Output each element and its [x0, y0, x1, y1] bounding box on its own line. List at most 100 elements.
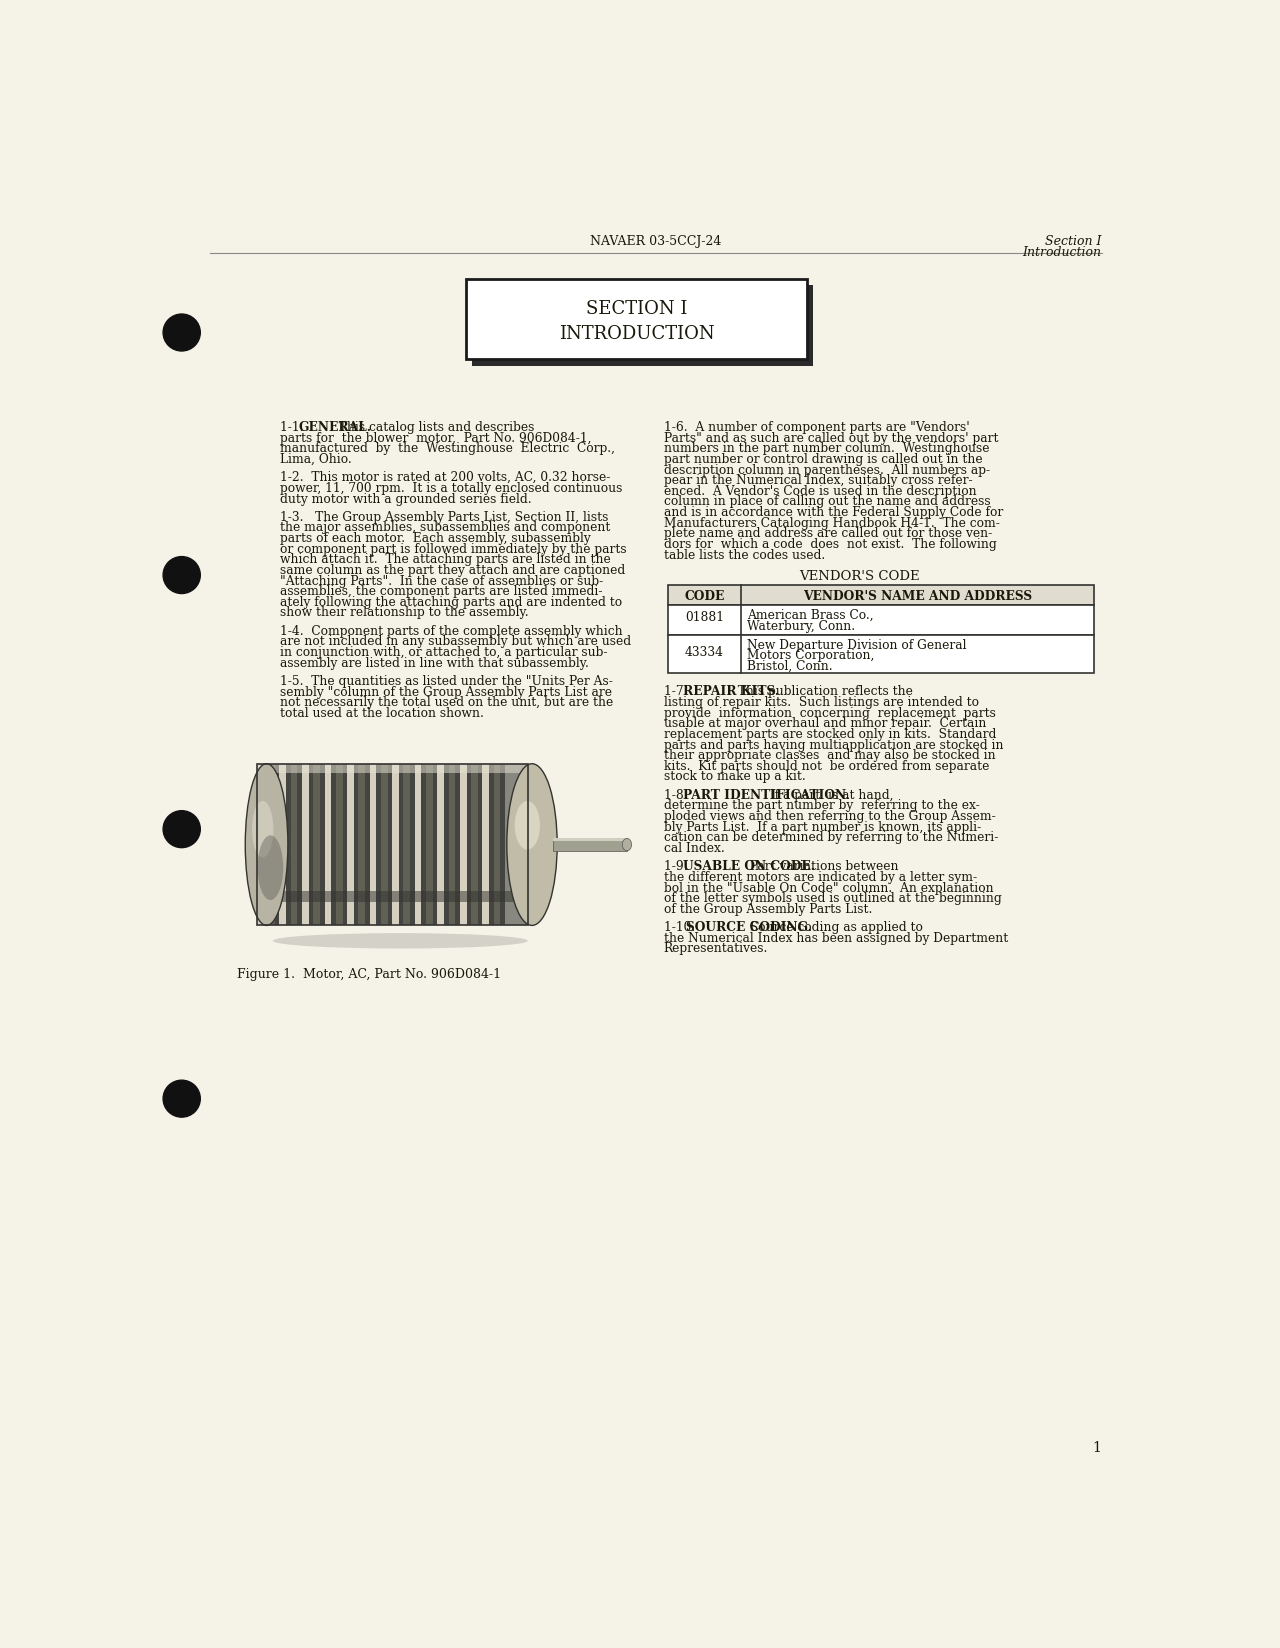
Text: 1-2.  This motor is rated at 200 volts, AC, 0.32 horse-: 1-2. This motor is rated at 200 volts, A… — [280, 471, 611, 485]
Text: stock to make up a kit.: stock to make up a kit. — [664, 771, 805, 783]
Bar — [456, 763, 460, 926]
Bar — [466, 763, 471, 926]
Text: Lima, Ohio.: Lima, Ohio. — [280, 453, 352, 466]
Text: power, 11, 700 rpm.  It is a totally enclosed continuous: power, 11, 700 rpm. It is a totally encl… — [280, 481, 622, 494]
Bar — [500, 763, 504, 926]
Text: SOURCE CODING.: SOURCE CODING. — [686, 921, 813, 934]
Ellipse shape — [273, 933, 527, 949]
Text: PART IDENTIFICATION.: PART IDENTIFICATION. — [682, 789, 849, 803]
Text: usable at major overhaul and minor repair.  Certain: usable at major overhaul and minor repai… — [664, 717, 986, 730]
Text: bly Parts List.  If a part number is known, its appli-: bly Parts List. If a part number is know… — [664, 821, 980, 834]
Bar — [477, 763, 483, 926]
Text: dors for  which a code  does  not exist.  The following: dors for which a code does not exist. Th… — [664, 537, 997, 550]
Bar — [264, 763, 268, 926]
Bar — [489, 763, 494, 926]
Bar — [421, 763, 426, 926]
Ellipse shape — [246, 763, 288, 926]
Text: SECTION I: SECTION I — [586, 300, 687, 318]
Circle shape — [163, 315, 200, 351]
Text: numbers in the part number column.  Westinghouse: numbers in the part number column. Westi… — [664, 442, 989, 455]
Text: 1-7.: 1-7. — [664, 686, 691, 699]
Bar — [343, 763, 347, 926]
Text: Waterbury, Conn.: Waterbury, Conn. — [748, 620, 855, 633]
Ellipse shape — [507, 763, 557, 926]
Bar — [358, 763, 365, 926]
Ellipse shape — [252, 801, 274, 857]
Text: 01881: 01881 — [685, 611, 724, 625]
Text: Source coding as applied to: Source coding as applied to — [741, 921, 923, 934]
Bar — [332, 763, 335, 926]
Text: If a part  is at hand,: If a part is at hand, — [762, 789, 893, 803]
Bar — [275, 763, 279, 926]
Bar — [257, 763, 529, 926]
Text: Representatives.: Representatives. — [664, 943, 768, 956]
Text: Bristol, Conn.: Bristol, Conn. — [748, 659, 833, 672]
Bar — [302, 763, 308, 926]
Bar — [268, 763, 275, 926]
Text: 1-4.  Component parts of the complete assembly which: 1-4. Component parts of the complete ass… — [280, 625, 623, 638]
Text: cation can be determined by referring to the Numeri-: cation can be determined by referring to… — [664, 831, 998, 844]
Bar — [297, 763, 302, 926]
Text: replacement parts are stocked only in kits.  Standard: replacement parts are stocked only in ki… — [664, 728, 996, 742]
Text: CODE: CODE — [685, 590, 724, 603]
Bar — [668, 634, 1094, 672]
Text: sembly "column of the Group Assembly Parts List are: sembly "column of the Group Assembly Par… — [280, 686, 612, 699]
Text: pear in the Numerical Index, suitably cross refer-: pear in the Numerical Index, suitably cr… — [664, 475, 973, 488]
Text: determine the part number by  referring to the ex-: determine the part number by referring t… — [664, 799, 979, 812]
Text: NAVAER 03-5CCJ-24: NAVAER 03-5CCJ-24 — [590, 234, 722, 247]
Text: Section I: Section I — [1046, 234, 1102, 247]
Text: "Attaching Parts".  In the case of assemblies or sub-: "Attaching Parts". In the case of assemb… — [280, 575, 603, 588]
Bar — [279, 763, 287, 926]
Text: Manufacturers Cataloging Handbook H4-1.  The com-: Manufacturers Cataloging Handbook H4-1. … — [664, 517, 1000, 529]
Text: INTRODUCTION: INTRODUCTION — [559, 325, 714, 343]
Text: assembly are listed in line with that subassembly.: assembly are listed in line with that su… — [280, 656, 589, 669]
Text: REPAIR KITS.: REPAIR KITS. — [682, 686, 778, 699]
Text: ately following the attaching parts and are indented to: ately following the attaching parts and … — [280, 597, 622, 608]
Bar — [438, 763, 444, 926]
Text: Parts" and as such are called out by the vendors' part: Parts" and as such are called out by the… — [664, 432, 998, 445]
Text: 1-1.: 1-1. — [280, 420, 307, 433]
Bar — [257, 763, 264, 926]
Text: bol in the "Usable On Code" column.  An explanation: bol in the "Usable On Code" column. An e… — [664, 882, 993, 895]
Bar — [370, 763, 376, 926]
Text: parts for  the blower  motor,  Part No. 906D084-1,: parts for the blower motor, Part No. 906… — [280, 432, 591, 445]
Text: description column in parentheses.  All numbers ap-: description column in parentheses. All n… — [664, 463, 989, 476]
Text: cal Index.: cal Index. — [664, 842, 724, 855]
Bar — [287, 763, 291, 926]
Bar — [376, 763, 381, 926]
Text: which attach it.  The attaching parts are listed in the: which attach it. The attaching parts are… — [280, 554, 611, 567]
Text: 1-3.   The Group Assembly Parts List, Section II, lists: 1-3. The Group Assembly Parts List, Sect… — [280, 511, 608, 524]
Text: manufactured  by  the  Westinghouse  Electric  Corp.,: manufactured by the Westinghouse Electri… — [280, 442, 616, 455]
Bar — [553, 839, 627, 850]
Circle shape — [163, 557, 200, 593]
Text: assemblies, the component parts are listed immedi-: assemblies, the component parts are list… — [280, 585, 603, 598]
Text: New Departure Division of General: New Departure Division of General — [748, 638, 966, 651]
Text: 1-8.: 1-8. — [664, 789, 691, 803]
Text: ploded views and then referring to the Group Assem-: ploded views and then referring to the G… — [664, 811, 996, 822]
Text: American Brass Co.,: American Brass Co., — [748, 610, 874, 623]
Text: 43334: 43334 — [685, 646, 724, 659]
Text: duty motor with a grounded series field.: duty motor with a grounded series field. — [280, 493, 531, 506]
Ellipse shape — [622, 839, 631, 850]
Text: in conjunction with, or attached to, a particular sub-: in conjunction with, or attached to, a p… — [280, 646, 608, 659]
Text: 1-6.  A number of component parts are "Vendors': 1-6. A number of component parts are "Ve… — [664, 420, 969, 433]
Text: of the Group Assembly Parts List.: of the Group Assembly Parts List. — [664, 903, 872, 916]
Text: their appropriate classes  and may also be stocked in: their appropriate classes and may also b… — [664, 750, 996, 763]
Bar — [257, 763, 529, 773]
Ellipse shape — [515, 801, 540, 850]
Text: Introduction: Introduction — [1023, 246, 1102, 259]
Bar — [668, 585, 1094, 605]
Circle shape — [163, 1079, 200, 1117]
Bar — [353, 763, 358, 926]
Text: show their relationship to the assembly.: show their relationship to the assembly. — [280, 606, 529, 620]
Text: GENERAL.: GENERAL. — [300, 420, 372, 433]
Bar — [308, 763, 314, 926]
Bar — [553, 839, 627, 842]
Circle shape — [163, 811, 200, 847]
Text: 1: 1 — [1093, 1442, 1102, 1455]
Text: 1-9.: 1-9. — [664, 860, 691, 873]
Bar — [471, 763, 477, 926]
Bar — [314, 763, 320, 926]
Text: enced.  A Vendor's Code is used in the description: enced. A Vendor's Code is used in the de… — [664, 485, 977, 498]
Text: kits.  Kit parts should not  be ordered from separate: kits. Kit parts should not be ordered fr… — [664, 760, 989, 773]
